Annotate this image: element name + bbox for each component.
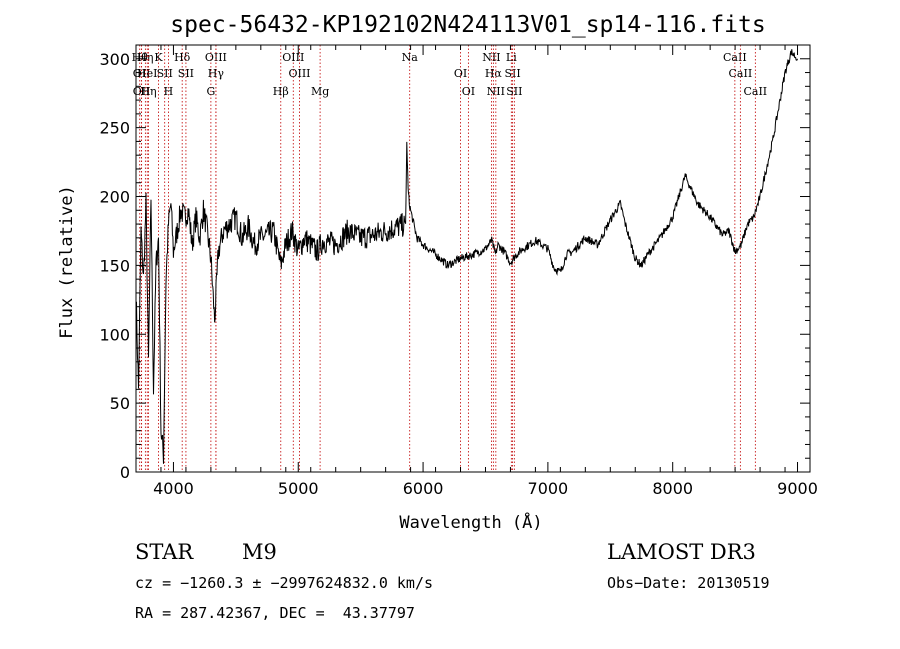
line-mark-label-19: OI [454, 67, 467, 80]
spectrum-series [135, 49, 798, 464]
line-mark-label-8: H [164, 85, 174, 98]
x-tick-label-3: 7000 [528, 479, 569, 498]
observation-date: Obs−Date: 20130519 [607, 574, 770, 592]
x-tick-label-0: 4000 [153, 479, 194, 498]
line-mark-label-3: Hη [137, 51, 153, 64]
line-mark-label-10: SII [178, 67, 194, 80]
x-tick-label-5: 9000 [777, 479, 818, 498]
plot-border [135, 44, 811, 473]
coordinates-readout: RA = 287.42367, DEC = 43.37797 [135, 604, 415, 622]
x-tick-label-1: 5000 [278, 479, 319, 498]
line-mark-label-28: CaII [729, 67, 753, 80]
line-mark-label-17: Mg [311, 85, 329, 98]
line-mark-label-12: OIII [205, 51, 227, 64]
y-axis-label: Flux (relative) [57, 185, 77, 339]
line-mark-label-25: SII [504, 67, 520, 80]
spectrum-line [135, 49, 798, 464]
x-tick-label-4: 8000 [652, 479, 693, 498]
line-mark-label-27: CaII [723, 51, 747, 64]
line-mark-label-23: NII [487, 85, 505, 98]
object-class: STAR [135, 540, 194, 564]
line-mark-label-13: Hγ [208, 67, 225, 80]
line-mark-label-2: OII [133, 85, 151, 98]
line-mark-label-14: Hβ [273, 85, 289, 98]
line-mark-label-11: G [206, 85, 215, 98]
object-subclass: M9 [242, 540, 277, 564]
y-tick-label-5: 250 [99, 119, 130, 138]
y-tick-label-1: 50 [110, 394, 130, 413]
y-tick-label-2: 100 [99, 325, 130, 344]
line-mark-label-16: OIII [288, 67, 310, 80]
y-tick-label-6: 300 [99, 50, 130, 69]
survey-name: LAMOST DR3 [607, 540, 756, 564]
line-mark-label-9: Hδ [174, 51, 191, 64]
line-mark-label-22: Hα [485, 67, 503, 80]
y-tick-label-4: 200 [99, 188, 130, 207]
y-tick-label-3: 150 [99, 256, 130, 275]
line-mark-label-4: HeI [137, 67, 157, 80]
line-marks: HθOIIOIIHηHeIHηKSIIHHδSIIGOIIIHγHβOIIIOI… [132, 45, 767, 472]
line-mark-label-18: Na [402, 51, 419, 64]
plot-frame: 4000 5000 6000 7000 8000 9000 0 50 100 150 200 250 3… [99, 44, 818, 498]
line-mark-label-7: SII [157, 67, 173, 80]
line-mark-label-15: OIII [282, 51, 304, 64]
line-mark-label-29: CaII [743, 85, 767, 98]
x-axis-label: Wavelength (Å) [399, 511, 542, 533]
line-mark-label-6: K [154, 51, 163, 64]
line-mark-label-24: Li [506, 51, 517, 64]
redshift-readout: cz = −1260.3 ± −2997624832.0 km/s [135, 574, 434, 592]
y-tick-label-0: 0 [120, 463, 130, 482]
line-mark-label-5: Hη [140, 85, 156, 98]
chart-title: spec-56432-KP192102N424113V01_sp14-116.f… [170, 12, 765, 38]
line-mark-label-21: NII [482, 51, 500, 64]
line-mark-label-26: SII [506, 85, 522, 98]
x-tick-label-2: 6000 [403, 479, 444, 498]
line-mark-label-20: OI [462, 85, 475, 98]
